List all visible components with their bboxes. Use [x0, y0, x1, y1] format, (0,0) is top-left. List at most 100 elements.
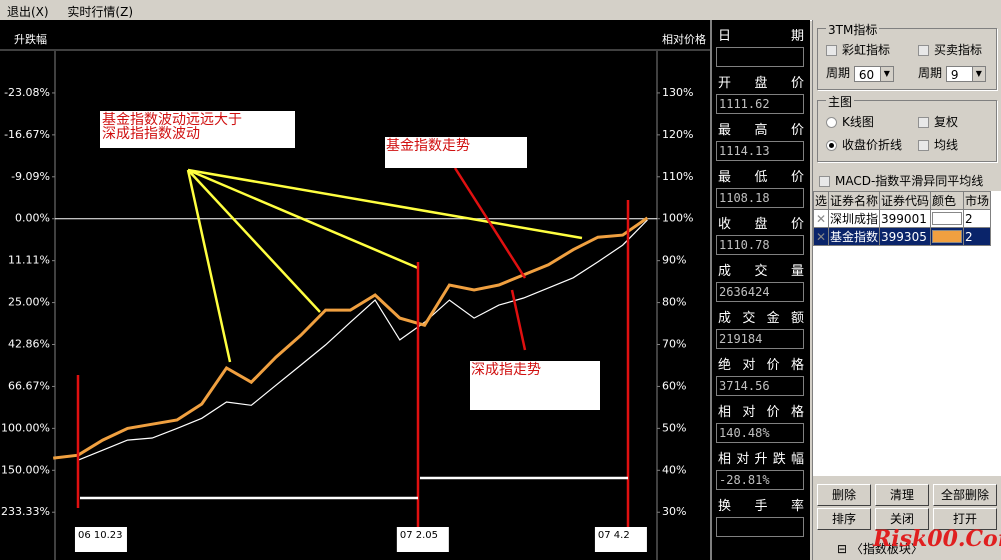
x-tick-label: 06 10.23 — [78, 530, 123, 541]
checkbox[interactable]: 买卖指标 — [918, 41, 982, 58]
y2-tick-label: 100% — [662, 212, 693, 225]
button[interactable]: 全部删除 — [933, 484, 997, 506]
dropdown[interactable]: 9 ▼ — [945, 65, 986, 82]
y2-tick-label: 110% — [662, 170, 693, 183]
field-value: 140.48% — [716, 423, 804, 443]
checkbox[interactable]: 复权 — [918, 113, 958, 130]
field-label: 周期 — [918, 66, 943, 80]
header-cell: 证券代码 — [879, 191, 932, 210]
y-tick-label: 233.33% — [1, 505, 50, 518]
pointer-line — [187, 168, 583, 240]
y-tick-label: 25.00% — [8, 296, 50, 309]
radio[interactable]: K线图 — [826, 113, 874, 130]
field-label: 相对价格 — [718, 405, 804, 420]
y-tick-label: 11.11% — [8, 254, 50, 267]
name-cell: 基金指数 — [828, 227, 881, 246]
chart: 升跌幅 相对价格 -23.08% -16.67% -9.09% 0.00% 11.11%… — [0, 20, 710, 560]
date-box — [74, 527, 127, 552]
checkbox[interactable]: MACD-指数平滑异同平均线 — [819, 172, 983, 189]
pointer-line — [453, 167, 527, 279]
note-box — [470, 361, 600, 410]
watermark: Risk00.Com — [873, 526, 1001, 552]
checkbox[interactable]: 均线 — [918, 136, 958, 153]
radio-label: K线图 — [842, 115, 874, 129]
y-tick-label: 42.86% — [8, 338, 50, 351]
security-row[interactable]: ✕ 基金指数 399305 2 — [813, 227, 992, 246]
radio[interactable]: 收盘价折线 — [826, 136, 902, 153]
button[interactable]: 排序 — [817, 508, 871, 530]
field-value: 1108.18 — [716, 188, 804, 208]
dropdown[interactable]: 60 ▼ — [853, 65, 894, 82]
group-box: 3TM指标 彩虹指标 买卖指标 周期 60 ▼ 周期 9 ▼ — [817, 21, 997, 90]
period-field: 周期 9 ▼ — [918, 64, 986, 82]
field-label: 成交量 — [718, 264, 804, 279]
checkbox[interactable]: 彩虹指标 — [826, 41, 890, 58]
field-label: 日期 — [718, 29, 804, 44]
header-cell: 颜色 — [930, 191, 965, 210]
code-cell: 399001 — [879, 209, 932, 228]
x-tick-label: 07 4.2 — [598, 530, 630, 541]
security-table: 选证券名称 证券代码 颜色 市场 ✕ 深圳成指 399001 2 ✕ 基金指数 399305 2 — [813, 191, 992, 246]
y2-tick-label: 80% — [662, 296, 686, 309]
date-box — [396, 527, 449, 552]
field-value: 1114.13 — [716, 141, 804, 161]
y2-tick-label: 70% — [662, 338, 686, 351]
field-label: 周期 — [826, 66, 851, 80]
y2-tick-label: 120% — [662, 128, 693, 141]
y-tick-label: 0.00% — [15, 212, 50, 225]
annotation-text: 基金指数走势 — [386, 137, 470, 154]
y-tick-label: 150.00% — [1, 463, 50, 476]
series-line — [53, 216, 649, 460]
menu-item[interactable]: 退出(X) — [7, 5, 49, 19]
header-cell: 证券名称 — [828, 191, 881, 210]
select-cell: ✕ — [813, 227, 830, 246]
security-row[interactable]: ✕ 深圳成指 399001 2 — [813, 209, 992, 228]
field-value: 1110.78 — [716, 235, 804, 255]
checkbox-label: 彩虹指标 — [842, 43, 891, 57]
pointer-line — [510, 289, 527, 351]
series-line — [77, 219, 648, 461]
button[interactable]: 清理 — [875, 484, 929, 506]
y2-tick-label: 40% — [662, 463, 686, 476]
button[interactable]: 关闭 — [875, 508, 929, 530]
annotation-text: 深成指指数波动 — [102, 126, 200, 142]
field-label: 收盘价 — [718, 217, 804, 232]
checkbox-label: 买卖指标 — [934, 43, 983, 57]
date-label: 06 10.23 — [74, 527, 127, 552]
field-value — [716, 517, 804, 537]
note-box — [385, 137, 527, 168]
group-box: 主图 K线图 复权 收盘价折线 均线 — [817, 93, 997, 162]
field-label: 成交金额 — [718, 311, 804, 326]
date-label: 07 2.05 — [396, 527, 449, 552]
y2-axis-label: 相对价格 — [662, 32, 706, 46]
pointer-line — [187, 168, 419, 270]
field-value — [716, 47, 804, 67]
field-value: 1111.62 — [716, 94, 804, 114]
tree-item[interactable]: ⊟ 〈指数板块〉 — [837, 542, 923, 556]
group-title: 主图 — [826, 93, 855, 110]
date-box — [594, 527, 647, 552]
market-cell: 2 — [963, 227, 992, 246]
menu-item[interactable]: 实时行情(Z) — [67, 5, 134, 19]
y2-tick-label: 90% — [662, 254, 686, 267]
button[interactable]: 删除 — [817, 484, 871, 506]
info-panel: 日期 开盘价 1111.62 最高价 1114.13 最低价 1108.18 收盘价 1110.… — [710, 20, 810, 560]
button[interactable]: 打开 — [933, 508, 997, 530]
field-value: 3714.56 — [716, 376, 804, 396]
radio-label: 收盘价折线 — [842, 138, 903, 152]
date-label: 07 4.2 — [594, 527, 647, 552]
y-tick-label: -16.67% — [4, 128, 50, 141]
header-cell: 市场 — [963, 191, 992, 210]
color-cell — [930, 209, 965, 228]
pointer-line — [186, 169, 232, 363]
field-label: 换手率 — [718, 499, 804, 514]
group-title: 3TM指标 — [826, 21, 880, 38]
menu-bar: 退出(X) 实时行情(Z) — [0, 0, 1001, 21]
y2-tick-label: 60% — [662, 379, 686, 392]
header-cell: 选 — [813, 191, 830, 210]
settings-panel: 3TM指标 彩虹指标 买卖指标 周期 60 ▼ 周期 9 ▼ 主图 K线图 复权 收… — [812, 20, 1001, 560]
checkbox-label: 均线 — [934, 138, 959, 152]
y-tick-label: 66.67% — [8, 379, 50, 392]
field-label: 相对升跌幅 — [718, 452, 804, 467]
